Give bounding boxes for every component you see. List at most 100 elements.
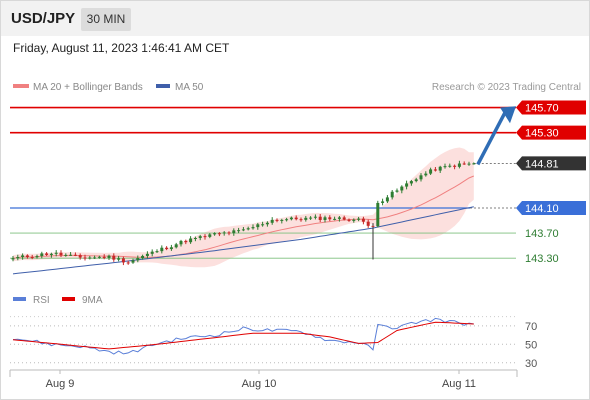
candle-body (237, 230, 241, 232)
candle-body (88, 257, 92, 259)
candle-body (198, 236, 202, 239)
candle-body (155, 251, 159, 253)
candle-body (208, 234, 212, 237)
rsi-line (12, 317, 474, 355)
pair-title: USD/JPY (11, 10, 76, 27)
candle-body (45, 253, 49, 255)
forecast-arrow-head (500, 106, 516, 124)
candle-body (174, 244, 178, 248)
level-label-144.10: 144.10 (525, 203, 559, 215)
candle-body (289, 217, 293, 220)
candle-body (304, 217, 308, 220)
candle-body (232, 230, 236, 234)
ma50-line (12, 206, 474, 275)
candle-body (78, 255, 82, 258)
ma20-legend-swatch (13, 84, 29, 88)
candle-body (424, 173, 428, 176)
candle-body (189, 238, 193, 243)
x-tick-label: Aug 10 (242, 378, 277, 390)
level-label-145.30: 145.30 (525, 128, 559, 140)
candle-body (21, 255, 25, 257)
candle-body (462, 163, 466, 165)
timeframe-button[interactable]: 30 MIN (81, 8, 131, 31)
x-axis-ticks: Aug 9 Aug 10 Aug 11 (46, 370, 476, 390)
candle-body (342, 217, 346, 220)
candle-body (361, 218, 365, 222)
candle-body (112, 255, 116, 260)
level-tag-144.81 (516, 156, 586, 171)
candle-body (193, 238, 197, 240)
candle-body (395, 190, 399, 192)
candle-body (203, 236, 207, 238)
candle-body (261, 224, 265, 226)
candle-body (318, 216, 322, 220)
rsi-level-label-70: 70 (525, 321, 537, 333)
candle-body (136, 258, 140, 261)
rsi-level-label-30: 30 (525, 358, 537, 370)
candle-body (222, 232, 226, 234)
candle-body (414, 179, 418, 182)
candle-body (328, 217, 332, 220)
level-label-143.70: 143.70 (525, 228, 559, 240)
candle-body (117, 258, 121, 260)
candle-body (217, 233, 221, 235)
rsi-legend-label: RSI (33, 295, 50, 306)
candle-body (131, 260, 135, 263)
candle-body (285, 219, 289, 221)
candle-body (150, 251, 154, 254)
candle-body (448, 165, 452, 167)
candle-body (59, 252, 63, 256)
x-tick-label: Aug 9 (46, 378, 75, 390)
ma20-line (12, 175, 474, 259)
ma9-legend-swatch (62, 297, 75, 301)
datetime-label: Friday, August 11, 2023 1:46:41 AM CET (13, 41, 230, 55)
candle-body (40, 253, 44, 257)
level-tag-145.70 (516, 100, 586, 115)
candle-body (400, 186, 404, 191)
level-tag-145.30 (516, 125, 586, 140)
candle-body (97, 256, 101, 258)
candle-body (275, 219, 279, 221)
candle-body (179, 240, 183, 245)
candle-body (107, 255, 111, 258)
rsi-level-label-50: 50 (525, 339, 537, 351)
level-label-143.30: 143.30 (525, 253, 559, 265)
candle-body (347, 219, 351, 221)
candle-body (121, 258, 125, 263)
candle-body (405, 183, 409, 187)
forecast-arrow-shaft (476, 111, 507, 166)
price-levels (10, 106, 516, 259)
moving-averages (12, 175, 474, 275)
candle-body (390, 191, 394, 198)
ma50-legend-label: MA 50 (175, 82, 204, 93)
candle-body (467, 163, 471, 165)
candle-body (93, 257, 97, 259)
candle-body (280, 219, 284, 221)
candle-body (184, 240, 188, 243)
candle-body (337, 217, 341, 219)
candle-body (213, 233, 217, 235)
candle-body (357, 218, 361, 220)
header-bar: USD/JPY 30 MIN (1, 1, 589, 36)
candle-body (165, 247, 169, 250)
candle-body (83, 257, 87, 259)
level-tag-144.10 (516, 200, 586, 215)
candle-body (126, 262, 130, 264)
candle-body (409, 181, 413, 184)
level-label-145.70: 145.70 (525, 103, 559, 115)
candle-body (443, 166, 447, 168)
candle-body (141, 255, 145, 259)
ma20-legend-label: MA 20 + Bollinger Bands (33, 82, 143, 93)
candle-body (294, 217, 298, 220)
candle-body (313, 216, 317, 218)
candle-body (25, 255, 29, 258)
candles (11, 160, 476, 266)
candle-body (438, 166, 442, 171)
candle-body (309, 217, 313, 219)
candle-body (160, 247, 164, 252)
candle-body (457, 163, 461, 167)
candle-body (265, 222, 269, 225)
candle-body (256, 224, 260, 228)
candle-body (145, 253, 149, 256)
source-label: Research © 2023 Trading Central (432, 82, 581, 93)
